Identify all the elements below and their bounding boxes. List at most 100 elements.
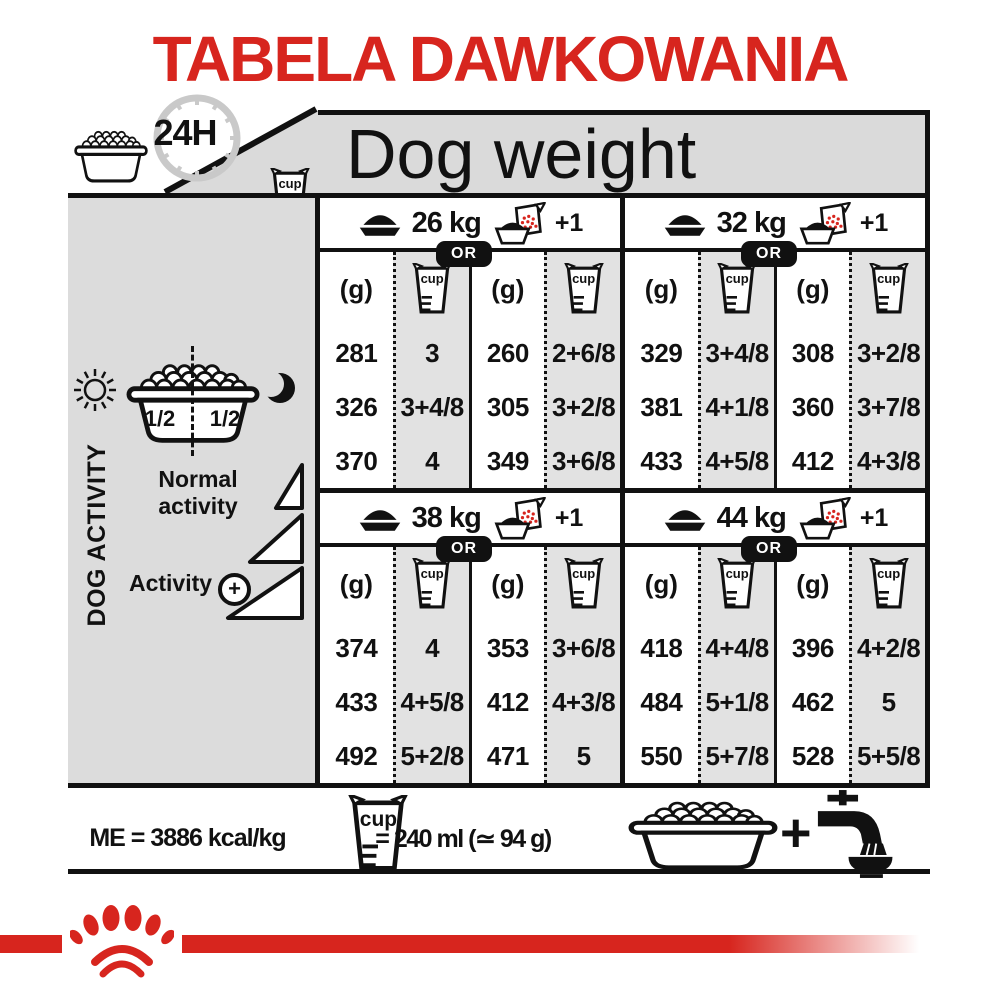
cup-label: cup: [572, 566, 596, 581]
or-badge: OR: [436, 536, 492, 562]
divider: [68, 869, 930, 874]
cup-value: 3+4/8: [400, 391, 464, 422]
grams-header: (g): [339, 273, 373, 304]
weight-label: 44 kg: [716, 501, 787, 534]
water-tap-icon: [817, 790, 893, 878]
moon-icon: [262, 371, 295, 403]
cup-label: cup: [572, 271, 596, 286]
cup-icon: cup: [717, 558, 757, 610]
cup-value: 3: [425, 337, 440, 368]
grams-header: (g): [644, 568, 678, 599]
brand-stripe: [182, 935, 942, 953]
high-activity-label: Activity: [128, 570, 213, 596]
sun-icon: [74, 369, 116, 411]
cup-value: 4+5/8: [705, 445, 769, 476]
cup-equivalence-label: = 240 ml (≃ 94 g): [375, 825, 552, 853]
cup-column: cup 4+2/8 5 5+5/8: [849, 547, 925, 783]
plus-icon: +: [780, 803, 812, 863]
day-split-dashed-line: [191, 346, 194, 456]
cup-value: 4+3/8: [551, 686, 616, 717]
cup-label: cup: [359, 808, 398, 831]
grams-column: (g) 418 484 550: [625, 547, 698, 783]
dog-weight-header: Dog weight: [318, 110, 930, 193]
grams-value: 471: [486, 740, 529, 771]
bowl-icon: [357, 506, 403, 531]
grams-value: 433: [640, 445, 683, 476]
grams-column: (g) 353 412 471: [468, 547, 545, 783]
cup-icon: cup: [564, 558, 604, 610]
cup-value: 3+7/8: [856, 391, 921, 422]
cup-value: 5: [576, 740, 591, 771]
or-badge: OR: [436, 241, 492, 267]
or-badge: OR: [741, 241, 797, 267]
grams-value: 308: [791, 337, 834, 368]
cup-value: 4: [425, 632, 440, 663]
divider: [68, 193, 318, 198]
table-columns: (g) 418 484 550 cup 4+4/8 5+1/8 5+7/8 (g…: [625, 547, 925, 783]
grams-value: 349: [486, 445, 529, 476]
grams-value: 528: [791, 740, 834, 771]
cup-icon: cup: [412, 263, 452, 315]
cup-value: 3+6/8: [551, 445, 616, 476]
grams-value: 370: [335, 445, 378, 476]
kibble-bowl-icon: [628, 798, 778, 874]
cup-column: cup 2+6/8 3+2/8 3+6/8: [544, 252, 620, 488]
cup-value: 3+2/8: [551, 391, 616, 422]
half-portion-label: 1/2: [144, 406, 176, 431]
table-columns: (g) 374 433 492 cup 4 4+5/8 5+2/8 (g) 35…: [320, 547, 620, 783]
cup-label: cup: [877, 566, 901, 581]
grams-value: 381: [640, 391, 683, 422]
grams-value: 550: [640, 740, 683, 771]
plus-one-label: +1: [554, 208, 584, 237]
dog-activity-axis-label: DOG ACTIVITY: [83, 443, 111, 627]
bowl-icon: [662, 506, 708, 531]
grams-value: 462: [791, 686, 834, 717]
cup-column: cup 3+6/8 4+3/8 5: [544, 547, 620, 783]
cup-icon: cup: [270, 168, 310, 220]
cup-value: 5+2/8: [400, 740, 464, 771]
weight-label: 38 kg: [411, 501, 482, 534]
bowl-icon: [357, 211, 403, 236]
grams-header: (g): [339, 568, 373, 599]
grams-value: 412: [486, 686, 529, 717]
grams-header: (g): [644, 273, 678, 304]
grams-value: 412: [791, 445, 834, 476]
metabolizable-energy-label: ME = 3886 kcal/kg: [89, 824, 286, 852]
cup-column: cup 4 4+5/8 5+2/8: [392, 547, 469, 783]
weight-label: 32 kg: [716, 206, 787, 239]
cup-column: cup 4+4/8 5+1/8 5+7/8: [697, 547, 774, 783]
cup-icon: cup: [869, 558, 909, 610]
grams-column: (g) 396 462 528: [773, 547, 850, 783]
cup-value: 3+4/8: [705, 337, 769, 368]
cup-icon: cup: [564, 263, 604, 315]
bowl-with-pack-icon: [795, 202, 851, 245]
cup-label: cup: [877, 271, 901, 286]
cup-value: 5: [881, 686, 896, 717]
table-columns: (g) 281 326 370 cup 3 3+4/8 4 (g) 260 30…: [320, 252, 620, 488]
bowl-with-pack-icon: [795, 497, 851, 540]
grams-value: 492: [335, 740, 378, 771]
cup-value: 2+6/8: [551, 337, 616, 368]
grams-header: (g): [796, 568, 830, 599]
brand-stripe: [0, 935, 62, 953]
clock-24h-icon: [153, 94, 241, 182]
grams-value: 484: [640, 686, 683, 717]
cup-value: 4+2/8: [856, 632, 921, 663]
weight-table-44kg: 44 kg +1 OR (g) 418 484 550 cup 4+4/8 5+…: [625, 493, 925, 783]
cup-label: cup: [725, 271, 749, 286]
cup-value: 5+7/8: [705, 740, 769, 771]
cup-value: 4+3/8: [856, 445, 921, 476]
grams-value: 396: [791, 632, 834, 663]
cup-label: cup: [725, 566, 749, 581]
bowl-icon: [662, 211, 708, 236]
cup-icon: cup: [412, 558, 452, 610]
or-badge: OR: [741, 536, 797, 562]
cup-label: cup: [420, 566, 444, 581]
cup-value: 4: [425, 445, 440, 476]
activity-level-triangles: [226, 463, 304, 620]
table-columns: (g) 329 381 433 cup 3+4/8 4+1/8 4+5/8 (g…: [625, 252, 925, 488]
weight-table-header: 26 kg +1 OR: [320, 198, 620, 267]
bowl-with-pack-icon: [490, 202, 546, 245]
grams-value: 418: [640, 632, 683, 663]
